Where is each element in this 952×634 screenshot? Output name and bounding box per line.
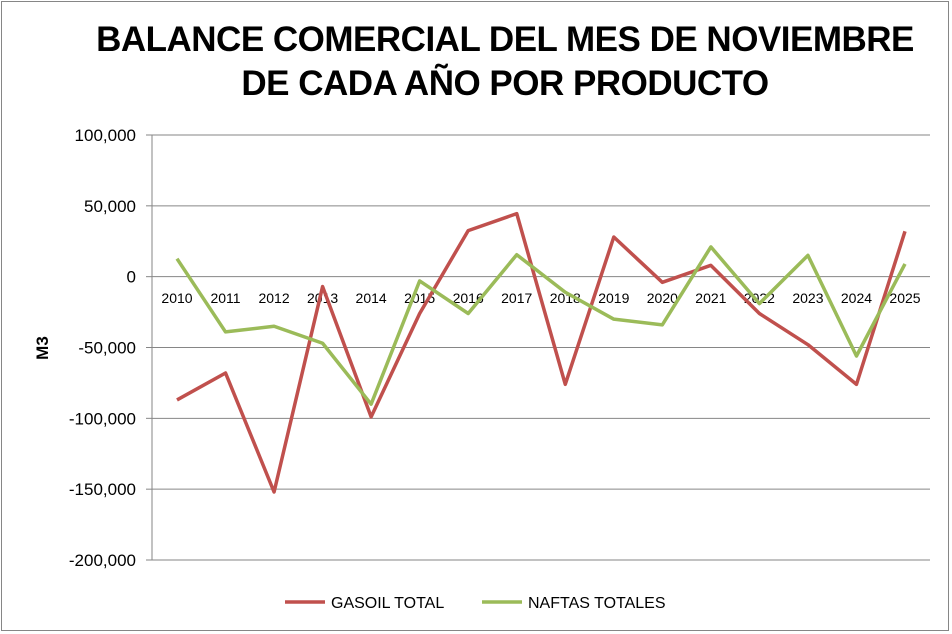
x-tick-label: 2024: [841, 290, 872, 306]
x-tick-label: 2020: [647, 290, 678, 306]
x-tick-label: 2013: [307, 290, 338, 306]
series-line-0: [176, 211, 907, 494]
chart-title-line-1: BALANCE COMERCIAL DEL MES DE NOVIEMBRE: [96, 20, 914, 59]
x-tick-label: 2021: [695, 290, 726, 306]
x-tick-label: 2010: [161, 290, 192, 306]
x-tick-label: 2011: [210, 290, 240, 306]
y-axis-label: M3: [33, 336, 52, 360]
y-tick-label: -200,000: [69, 551, 136, 570]
y-tick-label: -50,000: [78, 339, 136, 358]
x-tick-label: 2017: [501, 290, 532, 306]
x-tick-label: 2012: [258, 290, 289, 306]
y-tick-label: 100,000: [75, 126, 136, 145]
y-tick-label: 50,000: [84, 197, 136, 216]
y-tick-label: -100,000: [69, 409, 136, 428]
chart-title-line-2: DE CADA AÑO POR PRODUCTO: [241, 64, 769, 103]
legend-label: GASOIL TOTAL: [331, 595, 444, 612]
legend-label: NAFTAS TOTALES: [528, 595, 666, 612]
x-tick-label: 2019: [598, 290, 629, 306]
x-tick-label: 2023: [792, 290, 823, 306]
series-line-1: [175, 245, 907, 406]
x-tick-label: 2018: [550, 290, 581, 306]
chart-title: BALANCE COMERCIAL DEL MES DE NOVIEMBRE D…: [0, 18, 952, 106]
x-tick-label: 2014: [356, 290, 387, 306]
y-tick-label: -150,000: [69, 480, 136, 499]
x-tick-label: 2025: [889, 290, 920, 306]
y-tick-label: 0: [127, 268, 136, 287]
